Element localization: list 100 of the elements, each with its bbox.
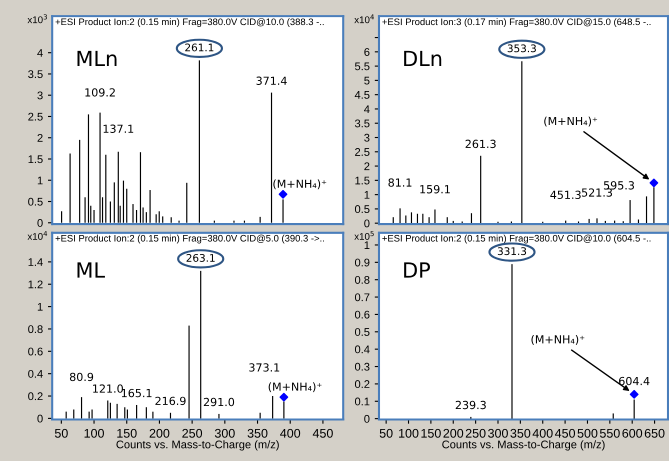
- annotation: 595.3: [604, 181, 634, 190]
- x-tick-label: 150: [117, 428, 137, 438]
- y-tick-label: 1: [364, 191, 370, 199]
- y-tick-label: 0.4: [28, 370, 43, 378]
- y-tick-label: 0.3: [354, 362, 370, 371]
- x-tick-label: 50: [380, 428, 393, 438]
- annotation: 261.3: [466, 140, 496, 148]
- x-tick-label: 400: [532, 428, 553, 438]
- x-tick-label: 100: [399, 428, 418, 438]
- annotation: (M+NH₄)⁺: [268, 382, 322, 392]
- annotation: 216.9: [155, 396, 186, 406]
- y-tick-label: 3: [37, 91, 43, 100]
- x-axis-title: Counts vs. Mass-to-Charge (m/z): [442, 440, 605, 451]
- annotation: 353.3: [508, 44, 536, 52]
- y-tick-label: 2: [38, 134, 43, 142]
- x-tick-label: 100: [84, 428, 104, 438]
- x-tick-label: 350: [248, 428, 268, 438]
- x-tick-label: 450: [312, 428, 333, 438]
- y-axis-title: x10$^{4}$: [354, 14, 374, 24]
- y-tick-label: 0.5: [354, 205, 370, 214]
- annotation: (M+NH₄)⁺: [273, 179, 326, 190]
- y-tick-label: 4: [37, 49, 43, 57]
- annotation: 371.4: [256, 76, 287, 85]
- y-tick-label: 2: [364, 162, 370, 170]
- x-tick-label: 350: [510, 428, 530, 438]
- chart-title: +ESI Product Ion:2 (0.15 min) Frag=380.0V CID@10.0 (388.3 -..: [56, 18, 324, 28]
- y-tick-label: 3.5: [28, 70, 43, 78]
- annotation: DLn: [404, 50, 442, 66]
- x-tick-label: 400: [280, 428, 300, 438]
- y-tick-label: 3.5: [354, 120, 370, 128]
- x-tick-label: 50: [54, 428, 68, 438]
- y-tick-label: 0.7: [354, 293, 370, 302]
- y-axis-title: x10$^{3}$: [28, 14, 47, 24]
- annotation: 521.3: [582, 188, 612, 197]
- y-tick-label: 1: [38, 302, 43, 311]
- x-tick-label: 300: [488, 428, 508, 438]
- annotation: 137.1: [104, 124, 134, 133]
- annotation: 263.1: [186, 254, 215, 262]
- annotation: 331.3: [498, 247, 526, 256]
- y-axis-title: x10$^{5}$: [354, 231, 374, 240]
- annotation: 291.0: [204, 398, 234, 406]
- y-tick-label: 1: [364, 241, 370, 249]
- x-tick-label: 300: [214, 428, 235, 438]
- y-tick-label: 3: [364, 134, 370, 142]
- y-tick-label: 1.5: [355, 176, 370, 184]
- y-tick-label: 1.4: [28, 258, 43, 266]
- chart-title: +ESI Product Ion:2 (0.15 min) Frag=380.0V CID@5.0 (390.3 ->..: [56, 234, 324, 244]
- y-tick-label: 2.5: [28, 112, 43, 121]
- annotation: 165.1: [122, 388, 152, 398]
- y-tick-label: 5.5: [354, 62, 370, 70]
- y-tick-label: 1.5: [28, 155, 43, 164]
- x-tick-label: 500: [578, 428, 598, 438]
- x-tick-label: 150: [421, 428, 441, 438]
- y-tick-label: 0: [37, 219, 43, 227]
- y-tick-label: 4.5: [354, 91, 370, 99]
- y-tick-label: 0: [364, 414, 370, 423]
- annotation: 451.3: [550, 190, 581, 200]
- y-tick-label: 4: [364, 105, 370, 113]
- y-tick-label: 1: [38, 176, 43, 184]
- x-tick-label: 200: [443, 428, 464, 438]
- y-tick-label: 5: [364, 76, 370, 85]
- y-tick-label: 2.5: [355, 148, 370, 156]
- y-tick-label: 0.5: [354, 328, 370, 336]
- annotation: 81.1: [388, 178, 412, 187]
- x-tick-label: 550: [600, 428, 620, 438]
- annotation: 261.1: [185, 44, 214, 52]
- x-tick-label: 450: [554, 428, 576, 438]
- x-tick-label: 250: [182, 428, 202, 438]
- y-tick-label: 0.8: [28, 325, 43, 334]
- y-tick-label: 0.6: [354, 310, 370, 319]
- annotation: 239.3: [456, 400, 486, 410]
- annotation: MLn: [78, 50, 116, 66]
- annotation: DP: [404, 262, 430, 278]
- y-tick-label: 0.4: [354, 345, 370, 354]
- y-tick-label: 0.9: [354, 258, 370, 266]
- chart-title: +ESI Product Ion:3 (0.17 min) Frag=380.0V CID@15.0 (648.5 -..: [382, 18, 650, 28]
- x-tick-label: 200: [150, 428, 170, 438]
- y-tick-label: 1.2: [28, 280, 43, 288]
- y-axis-title: x10$^{4}$: [28, 231, 48, 240]
- x-tick-label: 250: [466, 428, 486, 438]
- x-axis-title: Counts vs. Mass-to-Charge (m/z): [116, 440, 279, 451]
- y-tick-label: 0.2: [28, 392, 43, 400]
- annotation: 604.4: [619, 376, 650, 386]
- annotation: 121.0: [93, 384, 123, 393]
- y-tick-label: 0: [37, 414, 43, 423]
- y-tick-label: 0.5: [28, 198, 43, 206]
- annotation: (M+NH₄)⁺: [544, 116, 598, 127]
- x-tick-label: 600: [622, 428, 642, 438]
- annotation: (M+NH₄)⁺: [531, 334, 584, 345]
- y-tick-label: 0.1: [354, 398, 370, 406]
- y-tick-label: 0.6: [28, 348, 43, 356]
- y-tick-label: 0: [364, 219, 370, 228]
- annotation: ML: [78, 262, 105, 278]
- y-tick-label: 0.2: [354, 380, 370, 388]
- annotation: 159.1: [420, 185, 450, 194]
- x-tick-label: 650: [644, 428, 665, 438]
- annotation: 80.9: [70, 372, 94, 382]
- y-tick-label: 6: [364, 48, 370, 56]
- chart-title: +ESI Product Ion:2 (0.15 min) Frag=380.0V CID@10.0 (604.5 -..: [382, 234, 650, 244]
- annotation: 373.1: [249, 363, 280, 372]
